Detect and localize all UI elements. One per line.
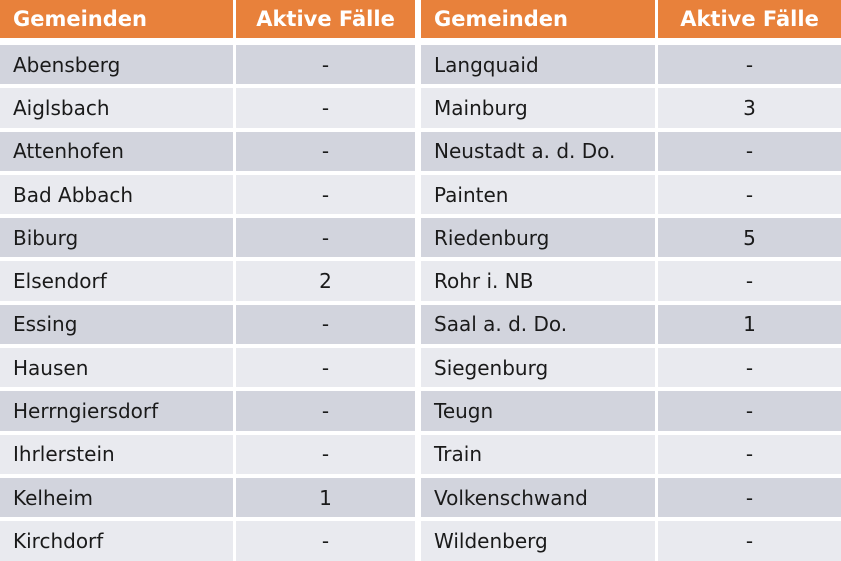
- table-row: Mainburg 3: [421, 88, 841, 128]
- gemeinde-cell: Attenhofen: [0, 131, 233, 171]
- gemeinde-cell: Wildenberg: [421, 521, 655, 561]
- aktive-faelle-cell: -: [236, 304, 415, 345]
- gemeinde-cell: Neustadt a. d. Do.: [421, 131, 655, 171]
- gemeinde-cell: Abensberg: [0, 45, 233, 85]
- gemeinde-cell: Teugn: [421, 391, 655, 431]
- table-row: Painten -: [421, 174, 841, 215]
- aktive-faelle-cell: -: [658, 131, 841, 171]
- gemeinde-cell: Biburg: [0, 218, 233, 258]
- table-row: Bad Abbach -: [0, 174, 415, 215]
- right-rows: Langquaid - Mainburg 3 Neustadt a. d. Do. - Pa…: [421, 45, 841, 561]
- aktive-faelle-cell: -: [236, 391, 415, 431]
- aktive-faelle-cell: -: [658, 174, 841, 215]
- aktive-faelle-cell: 1: [658, 304, 841, 345]
- gemeinde-cell: Ihrlerstein: [0, 434, 233, 474]
- gemeinde-cell: Hausen: [0, 348, 233, 388]
- table-row: Neustadt a. d. Do. -: [421, 131, 841, 171]
- column-header-gemeinden: Gemeinden: [421, 0, 655, 38]
- table-row: Volkenschwand -: [421, 477, 841, 518]
- aktive-faelle-cell: -: [658, 434, 841, 474]
- aktive-faelle-cell: -: [658, 477, 841, 518]
- table-row: Abensberg -: [0, 45, 415, 85]
- gemeinde-cell: Painten: [421, 174, 655, 215]
- table-row: Kelheim 1: [0, 477, 415, 518]
- table-row: Hausen -: [0, 348, 415, 388]
- gemeinde-cell: Mainburg: [421, 88, 655, 128]
- table-row: Saal a. d. Do. 1: [421, 304, 841, 345]
- table-row: Attenhofen -: [0, 131, 415, 171]
- table-row: Teugn -: [421, 391, 841, 431]
- aktive-faelle-cell: -: [236, 174, 415, 215]
- gemeinde-cell: Kirchdorf: [0, 521, 233, 561]
- aktive-faelle-cell: 2: [236, 261, 415, 301]
- aktive-faelle-cell: -: [658, 391, 841, 431]
- aktive-faelle-cell: -: [236, 434, 415, 474]
- table-row: Herrngiersdorf -: [0, 391, 415, 431]
- aktive-faelle-cell: -: [236, 348, 415, 388]
- gemeinde-cell: Elsendorf: [0, 261, 233, 301]
- gemeinde-cell: Volkenschwand: [421, 477, 655, 518]
- table-row: Train -: [421, 434, 841, 474]
- column-header-aktive-faelle: Aktive Fälle: [236, 0, 415, 38]
- table-row: Rohr i. NB -: [421, 261, 841, 301]
- gemeinde-cell: Aiglsbach: [0, 88, 233, 128]
- aktive-faelle-cell: 5: [658, 218, 841, 258]
- gemeinde-cell: Train: [421, 434, 655, 474]
- gemeinde-cell: Siegenburg: [421, 348, 655, 388]
- aktive-faelle-cell: -: [658, 261, 841, 301]
- gemeinde-cell: Saal a. d. Do.: [421, 304, 655, 345]
- gemeinde-cell: Essing: [0, 304, 233, 345]
- column-header-aktive-faelle: Aktive Fälle: [658, 0, 841, 38]
- gemeinde-cell: Herrngiersdorf: [0, 391, 233, 431]
- aktive-faelle-cell: -: [658, 45, 841, 85]
- aktive-faelle-cell: -: [236, 521, 415, 561]
- table-row: Siegenburg -: [421, 348, 841, 388]
- aktive-faelle-cell: -: [658, 348, 841, 388]
- table-row: Elsendorf 2: [0, 261, 415, 301]
- table-row: Aiglsbach -: [0, 88, 415, 128]
- aktive-faelle-cell: -: [658, 521, 841, 561]
- gemeinde-cell: Bad Abbach: [0, 174, 233, 215]
- header-row-right: Gemeinden Aktive Fälle: [421, 0, 841, 38]
- table-right-half: Gemeinden Aktive Fälle Langquaid - Mainbur…: [421, 0, 841, 561]
- gemeinde-cell: Kelheim: [0, 477, 233, 518]
- aktive-faelle-cell: -: [236, 88, 415, 128]
- table-row: Biburg -: [0, 218, 415, 258]
- gemeinde-cell: Riedenburg: [421, 218, 655, 258]
- table-left-half: Gemeinden Aktive Fälle Abensberg - Aiglsba…: [0, 0, 415, 561]
- column-header-gemeinden: Gemeinden: [0, 0, 233, 38]
- aktive-faelle-cell: -: [236, 131, 415, 171]
- table-row: Wildenberg -: [421, 521, 841, 561]
- table-row: Riedenburg 5: [421, 218, 841, 258]
- table-row: Ihrlerstein -: [0, 434, 415, 474]
- left-rows: Abensberg - Aiglsbach - Attenhofen - Bad Abbac…: [0, 45, 415, 561]
- aktive-faelle-cell: -: [236, 45, 415, 85]
- aktive-faelle-cell: -: [236, 218, 415, 258]
- table-row: Kirchdorf -: [0, 521, 415, 561]
- header-row-left: Gemeinden Aktive Fälle: [0, 0, 415, 38]
- gemeinde-cell: Langquaid: [421, 45, 655, 85]
- table-row: Essing -: [0, 304, 415, 345]
- aktive-faelle-cell: 1: [236, 477, 415, 518]
- gemeinde-cell: Rohr i. NB: [421, 261, 655, 301]
- aktive-faelle-cell: 3: [658, 88, 841, 128]
- table-row: Langquaid -: [421, 45, 841, 85]
